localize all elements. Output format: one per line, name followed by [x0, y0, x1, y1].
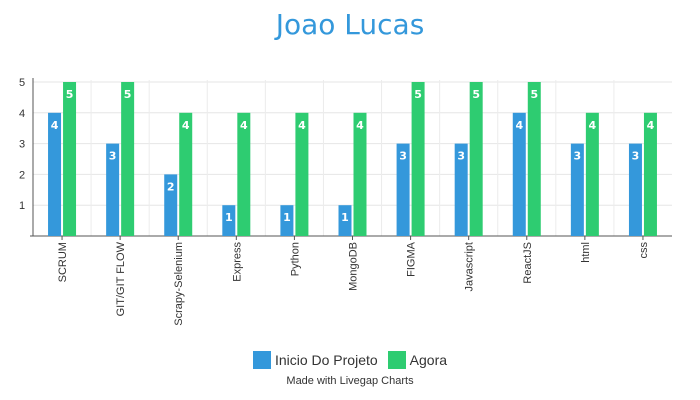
legend-swatch-agora [387, 351, 406, 369]
bar-data-label: 1 [283, 211, 291, 224]
bar-data-label: 3 [457, 150, 465, 163]
legend-item-agora[interactable]: Agora [387, 351, 448, 369]
bar-inicio[interactable] [454, 143, 468, 236]
y-tick-label: 2 [19, 169, 25, 181]
legend-item-inicio[interactable]: Inicio Do Projeto [252, 351, 378, 369]
bar-data-label: 5 [530, 88, 538, 101]
x-tick-label: FIGMA [406, 241, 418, 276]
labels: 1 2 3 4 5 SCRUM 4 5 GIT/GIT FLOW 3 5 Scrapy-Seleniu… [19, 77, 655, 326]
x-tick-label: MongoDB [348, 242, 360, 291]
x-tick-label: GIT/GIT FLOW [115, 241, 127, 316]
legend: Inicio Do Projeto Agora [0, 351, 700, 369]
bar-data-label: 4 [240, 119, 248, 132]
bar-agora[interactable] [643, 112, 657, 236]
bar-data-label: 1 [341, 211, 349, 224]
x-tick-label: ReactJS [522, 242, 534, 284]
x-tick-label: Scrapy-Selenium [173, 242, 185, 326]
grid-lines [33, 80, 672, 236]
y-tick-label: 4 [19, 108, 25, 120]
bar-inicio[interactable] [164, 174, 178, 236]
bar-inicio[interactable] [48, 112, 62, 236]
bar-data-label: 4 [51, 119, 59, 132]
bar-agora[interactable] [63, 82, 77, 236]
bar-data-label: 3 [109, 150, 117, 163]
x-tick-label: html [580, 242, 592, 263]
bar-agora[interactable] [527, 82, 541, 236]
bar-inicio[interactable] [106, 143, 120, 236]
bar-data-label: 4 [182, 119, 190, 132]
bar-inicio[interactable] [570, 143, 584, 236]
x-tick-label: css [638, 242, 650, 259]
bar-data-label: 5 [66, 88, 74, 101]
bar-inicio[interactable] [222, 205, 236, 236]
bar-inicio[interactable] [338, 205, 352, 236]
bar-inicio[interactable] [628, 143, 642, 236]
bar-data-label: 4 [647, 119, 655, 132]
x-tick-label: Express [231, 242, 243, 282]
bar-agora[interactable] [353, 112, 367, 236]
bar-agora[interactable] [179, 112, 193, 236]
bar-agora[interactable] [121, 82, 135, 236]
bar-data-label: 4 [589, 119, 597, 132]
bar-inicio[interactable] [512, 112, 526, 236]
legend-label-agora: Agora [409, 352, 448, 368]
bar-data-label: 3 [632, 150, 640, 163]
bar-agora[interactable] [295, 112, 309, 236]
y-tick-label: 5 [19, 77, 25, 89]
legend-swatch-inicio [252, 351, 271, 369]
bar-data-label: 4 [298, 119, 306, 132]
x-tick-label: Javascript [464, 242, 476, 292]
bar-data-label: 3 [574, 150, 582, 163]
bar-agora[interactable] [237, 112, 251, 236]
bar-agora[interactable] [411, 82, 425, 236]
bar-data-label: 5 [472, 88, 480, 101]
bar-data-label: 5 [414, 88, 422, 101]
x-tick-label: SCRUM [57, 242, 69, 282]
bar-data-label: 3 [399, 150, 407, 163]
bar-data-label: 4 [515, 119, 523, 132]
bars [48, 82, 657, 236]
bar-data-label: 2 [167, 180, 175, 193]
y-tick-label: 1 [19, 200, 25, 212]
x-tick-label: Python [289, 242, 301, 276]
legend-label-inicio: Inicio Do Projeto [274, 352, 378, 368]
y-tick-label: 3 [19, 139, 25, 151]
bar-agora[interactable] [469, 82, 483, 236]
bar-inicio[interactable] [396, 143, 410, 236]
chart-title: Joao Lucas [275, 8, 425, 41]
bar-data-label: 5 [124, 88, 132, 101]
bar-inicio[interactable] [280, 205, 294, 236]
credit-text: Made with Livegap Charts [286, 375, 414, 387]
bar-agora[interactable] [585, 112, 599, 236]
bar-data-label: 4 [356, 119, 364, 132]
bar-data-label: 1 [225, 211, 233, 224]
